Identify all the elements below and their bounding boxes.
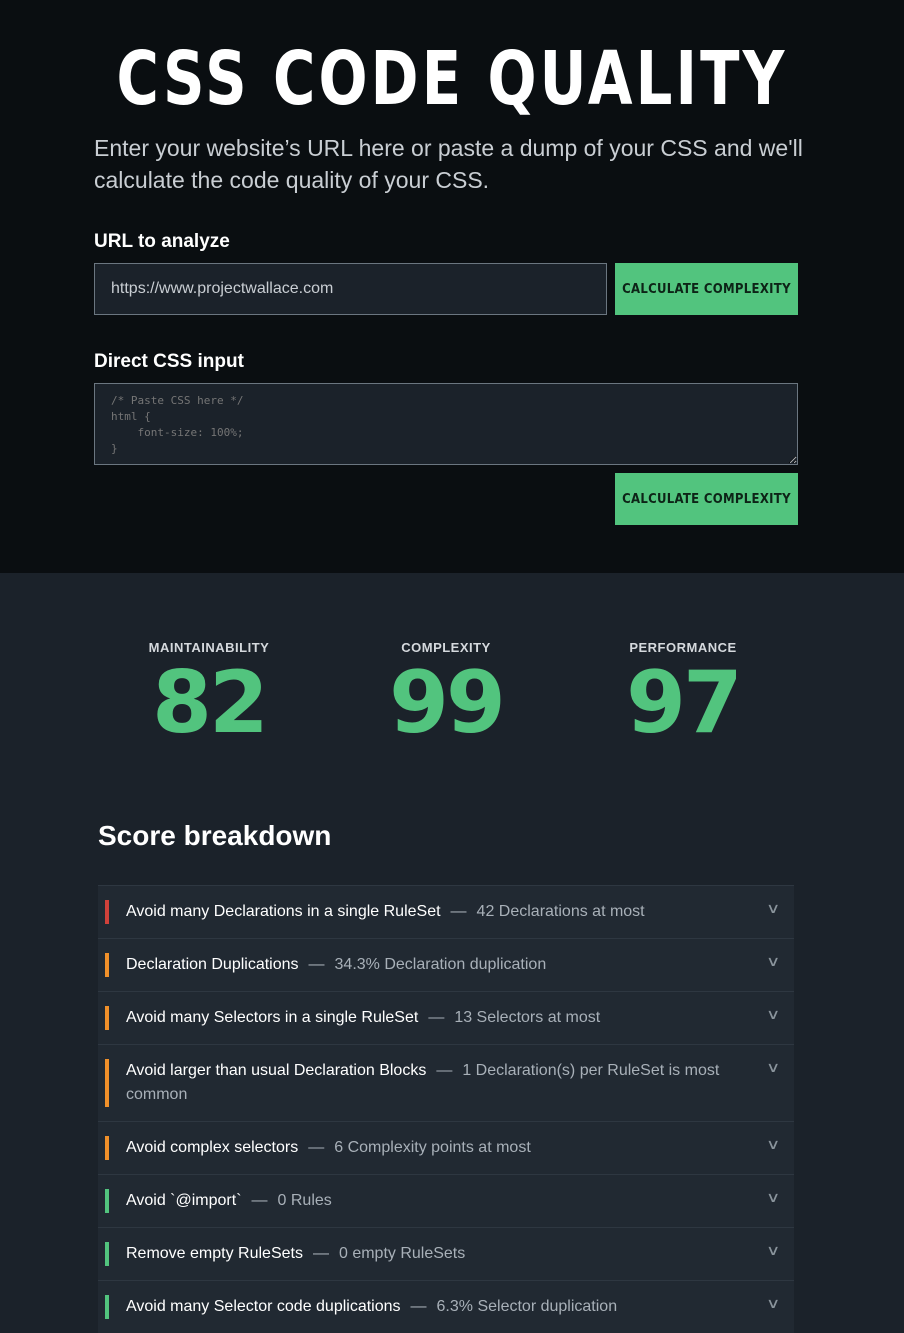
score-value: 99 [389, 653, 506, 753]
status-indicator [105, 1136, 109, 1160]
chevron-down-icon[interactable]: ∨ [765, 1136, 781, 1152]
score-maintainability: MAINTAINABILITY 82 [89, 640, 329, 751]
item-name: Avoid many Declarations in a single Rule… [126, 903, 441, 920]
breakdown-title: Score breakdown [98, 820, 332, 851]
url-label: URL to analyze [94, 231, 230, 252]
breakdown-item[interactable]: Avoid `@import` — 0 Rules ∨ [98, 1174, 794, 1227]
item-name: Avoid complex selectors [126, 1139, 299, 1156]
separator: — [251, 1192, 268, 1209]
intro-text: Enter your website’s URL here or paste a… [94, 135, 803, 193]
chevron-down-icon[interactable]: ∨ [765, 1189, 781, 1205]
chevron-down-icon[interactable]: ∨ [765, 1295, 781, 1311]
separator: — [312, 1245, 329, 1262]
status-indicator [105, 1295, 109, 1319]
item-detail: 0 empty RuleSets [338, 1245, 466, 1262]
item-name: Avoid `@import` [126, 1192, 242, 1209]
item-name: Declaration Duplications [126, 956, 299, 973]
breakdown-list: Avoid many Declarations in a single Rule… [98, 885, 794, 1333]
score-performance: PERFORMANCE 97 [563, 640, 803, 751]
status-indicator [105, 1189, 109, 1213]
separator: — [428, 1009, 445, 1026]
chevron-down-icon[interactable]: ∨ [765, 900, 781, 916]
breakdown-item[interactable]: Avoid larger than usual Declaration Bloc… [98, 1044, 794, 1121]
status-indicator [105, 953, 109, 977]
separator: — [450, 903, 467, 920]
item-detail: 6 Complexity points at most [334, 1139, 531, 1156]
chevron-down-icon[interactable]: ∨ [765, 953, 781, 969]
score-label: PERFORMANCE [629, 640, 737, 655]
breakdown-item[interactable]: Remove empty RuleSets — 0 empty RuleSets ∨ [98, 1227, 794, 1280]
status-indicator [105, 900, 109, 924]
breakdown-item[interactable]: Avoid many Declarations in a single Rule… [98, 885, 794, 938]
chevron-down-icon[interactable]: ∨ [765, 1059, 781, 1075]
status-indicator [105, 1242, 109, 1266]
item-name: Avoid larger than usual Declaration Bloc… [126, 1062, 427, 1079]
breakdown-item[interactable]: Declaration Duplications — 34.3% Declarati… [98, 938, 794, 991]
item-detail: 42 Declarations at most [476, 903, 645, 920]
score-label: MAINTAINABILITY [148, 640, 270, 655]
item-name: Avoid many Selector code duplications [126, 1298, 401, 1315]
css-input-textarea[interactable] [94, 383, 798, 465]
item-detail: 13 Selectors at most [454, 1009, 601, 1026]
status-indicator [105, 1006, 109, 1030]
item-name: Avoid many Selectors in a single RuleSet [126, 1009, 419, 1026]
score-complexity: COMPLEXITY 99 [326, 640, 566, 751]
calculate-css-button[interactable]: CALCULATE COMPLEXITY [615, 473, 798, 525]
breakdown-item[interactable]: Avoid complex selectors — 6 Complexity poi… [98, 1121, 794, 1174]
item-detail: 1 Declaration(s) per RuleSet is most com… [126, 1062, 720, 1103]
separator: — [308, 956, 325, 973]
separator: — [410, 1298, 427, 1315]
item-name: Remove empty RuleSets [126, 1245, 303, 1262]
chevron-down-icon[interactable]: ∨ [765, 1006, 781, 1022]
separator: — [436, 1062, 453, 1079]
hero-section: CSS CODE QUALITY Enter your website’s UR… [0, 0, 904, 573]
chevron-down-icon[interactable]: ∨ [765, 1242, 781, 1258]
score-value: 82 [152, 653, 269, 753]
item-detail: 34.3% Declaration duplication [334, 956, 547, 973]
url-input[interactable] [94, 263, 607, 315]
status-indicator [105, 1059, 109, 1107]
separator: — [308, 1139, 325, 1156]
score-value: 97 [626, 653, 743, 753]
item-detail: 0 Rules [277, 1192, 332, 1209]
calculate-url-button[interactable]: CALCULATE COMPLEXITY [615, 263, 798, 315]
css-input-label: Direct CSS input [94, 351, 244, 372]
breakdown-item[interactable]: Avoid many Selectors in a single RuleSet… [98, 991, 794, 1044]
score-label: COMPLEXITY [401, 640, 491, 655]
item-detail: 6.3% Selector duplication [436, 1298, 618, 1315]
breakdown-item[interactable]: Avoid many Selector code duplications — 6.… [98, 1280, 794, 1333]
page-title: CSS CODE QUALITY [116, 36, 788, 122]
